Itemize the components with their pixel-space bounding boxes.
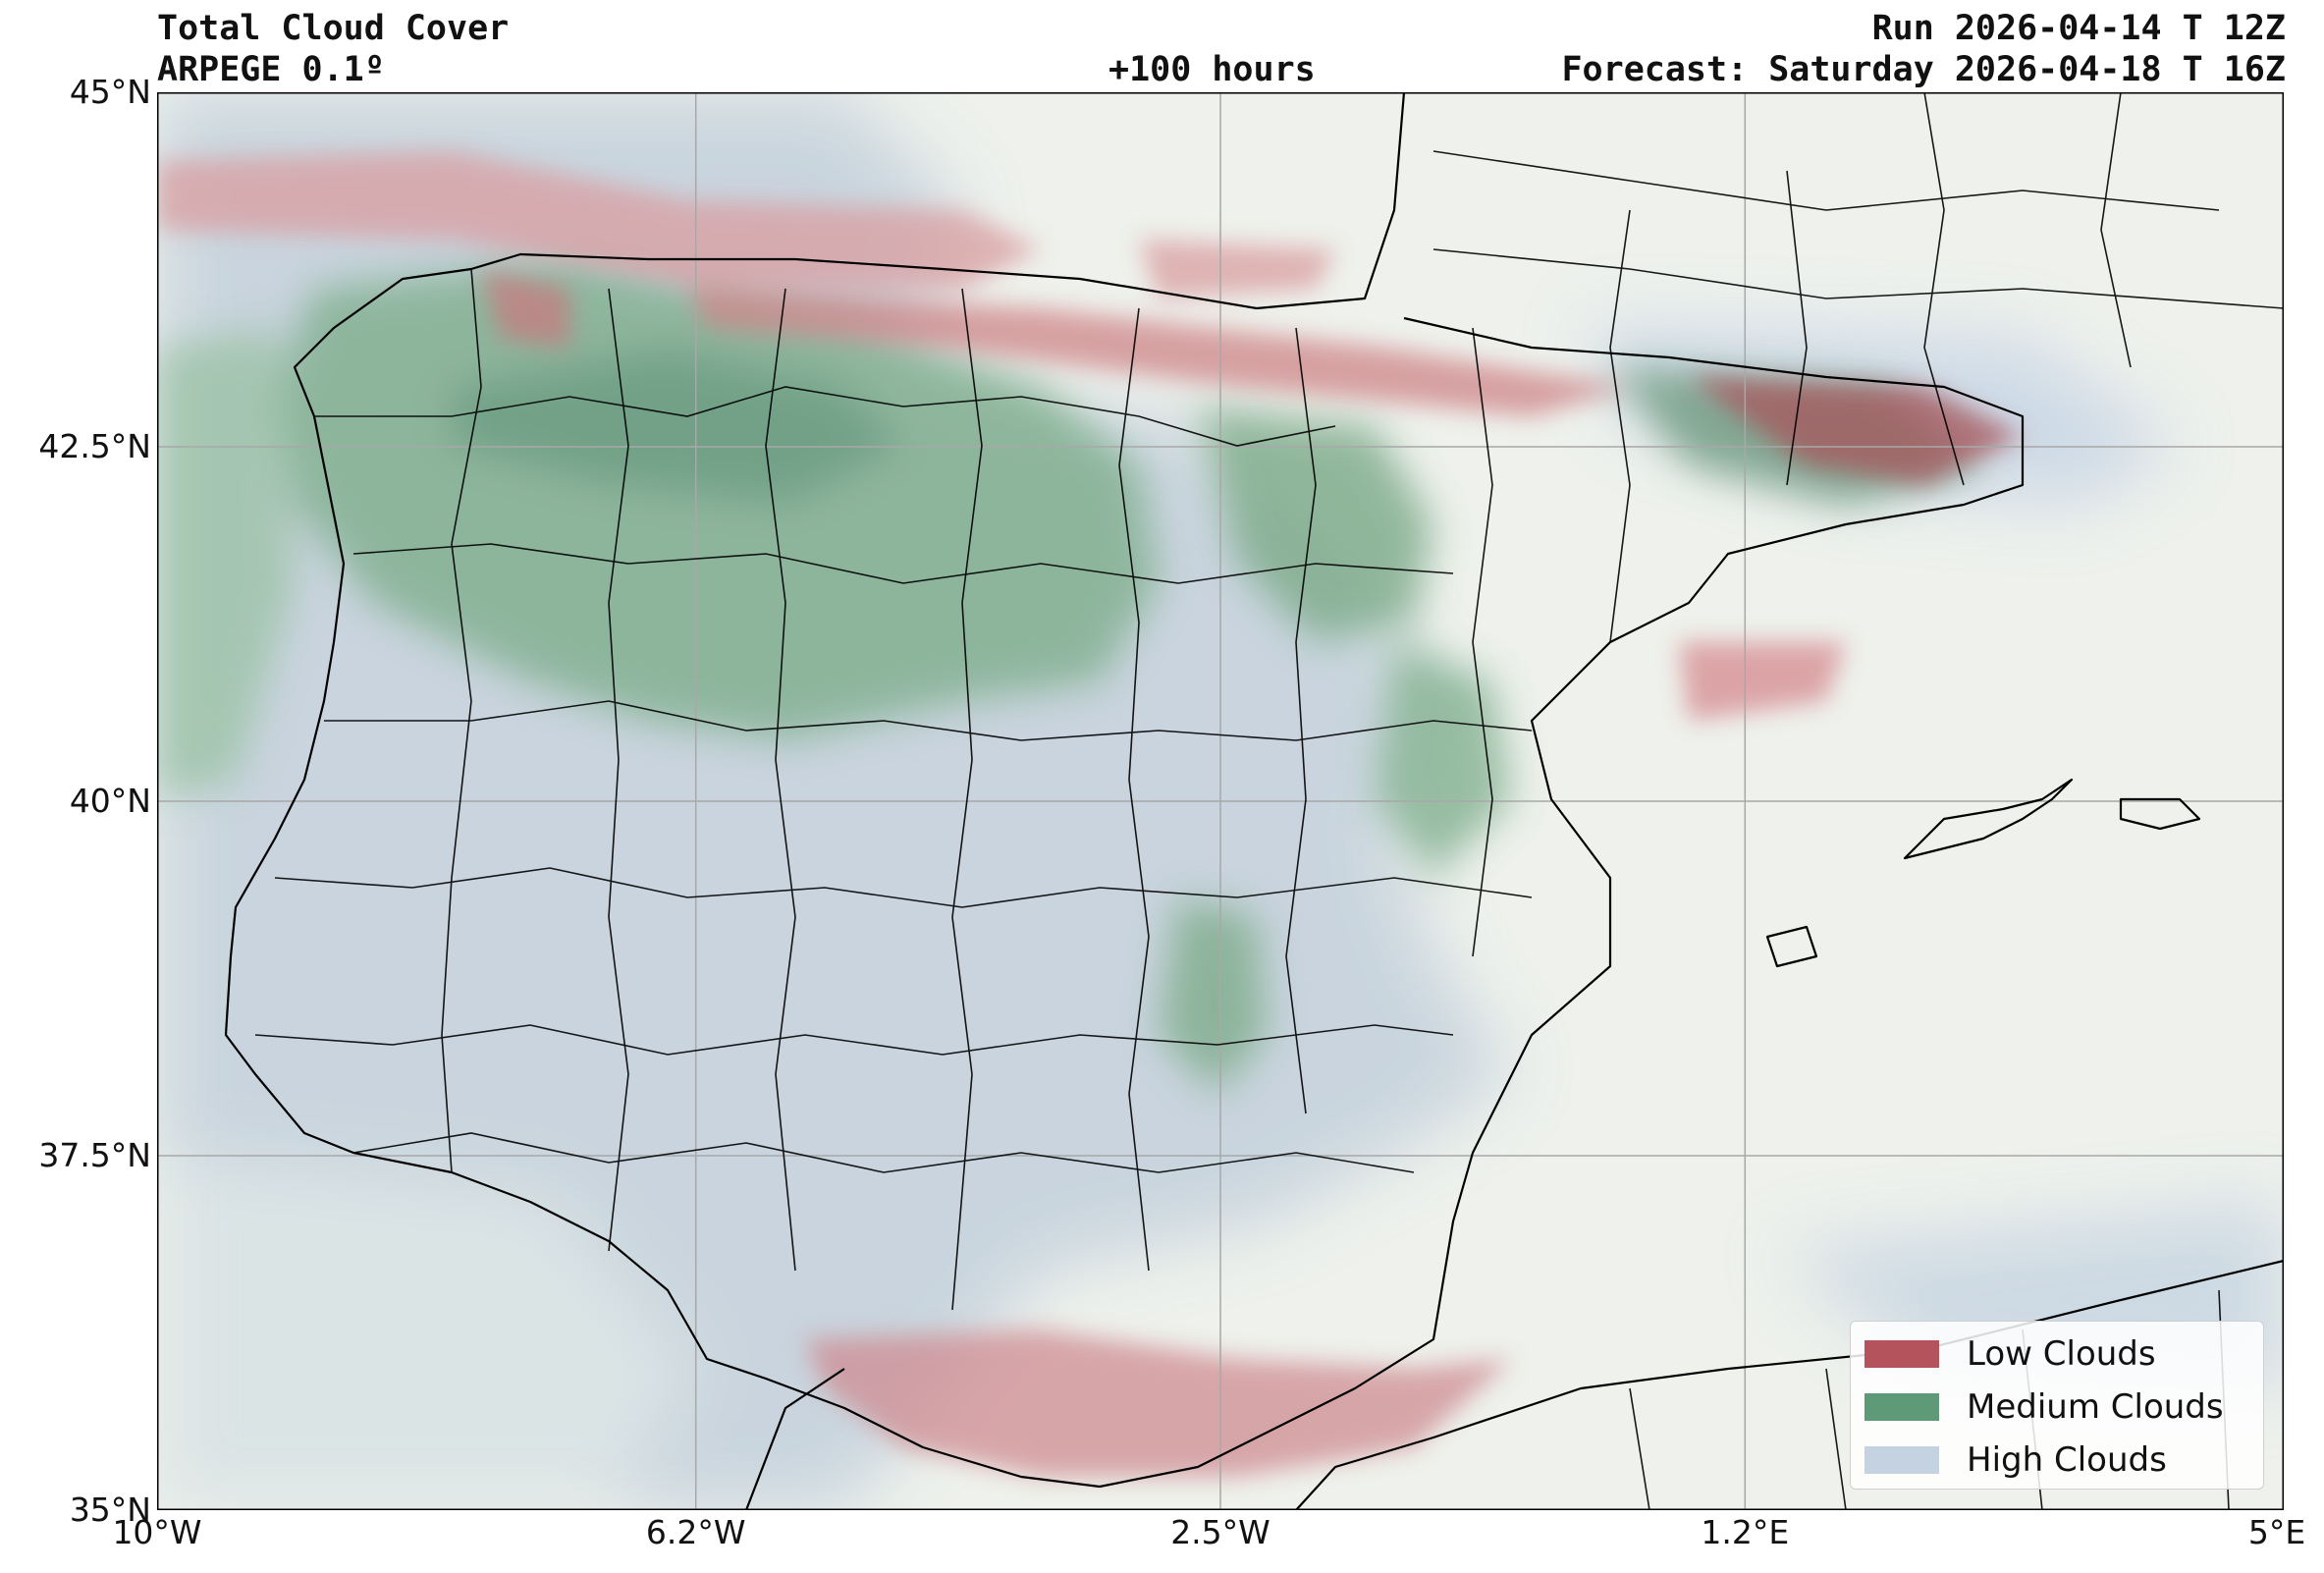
low-clouds-layer [157,151,2023,1477]
x-tick-label: 10°W [112,1513,202,1551]
lead-time: +100 hours [1108,50,1316,89]
legend-swatch [1865,1393,1939,1421]
y-tick-label: 40°N [69,782,151,820]
legend-item: Low Clouds [1865,1331,2156,1377]
x-tick-label: 5°E [2247,1513,2306,1551]
graticule [157,92,2284,1510]
y-tick-label: 37.5°N [38,1136,151,1174]
run-time: Run 2026-04-14 T 12Z [1871,9,2286,48]
legend-swatch [1865,1446,1939,1474]
legend-label: Low Clouds [1967,1334,2156,1374]
x-tick-label: 2.5°W [1170,1513,1270,1551]
map-title: Total Cloud Cover [157,9,510,48]
legend-label: Medium Clouds [1967,1387,2224,1427]
model-name: ARPEGE 0.1º [157,50,385,89]
x-tick-label: 6.2°W [645,1513,746,1551]
legend-item: High Clouds [1865,1437,2167,1483]
legend-label: High Clouds [1967,1440,2167,1480]
y-tick-label: 35°N [69,1491,151,1529]
legend-item: Medium Clouds [1865,1384,2224,1430]
medium-clouds-layer [157,259,1983,1094]
cloud-cover-map[interactable] [157,92,2284,1510]
map-border [157,92,2284,1510]
legend: Low Clouds Medium Clouds High Clouds [1850,1321,2264,1490]
coastlines [224,92,2284,1510]
legend-swatch [1865,1340,1939,1368]
forecast-time: Forecast: Saturday 2026-04-18 T 16Z [1561,50,2286,89]
y-tick-label: 42.5°N [38,427,151,465]
map-panel[interactable]: Low Clouds Medium Clouds High Clouds [157,92,2284,1510]
y-tick-label: 45°N [69,73,151,111]
admin-borders [254,92,2284,1510]
x-tick-label: 1.2°E [1701,1513,1790,1551]
